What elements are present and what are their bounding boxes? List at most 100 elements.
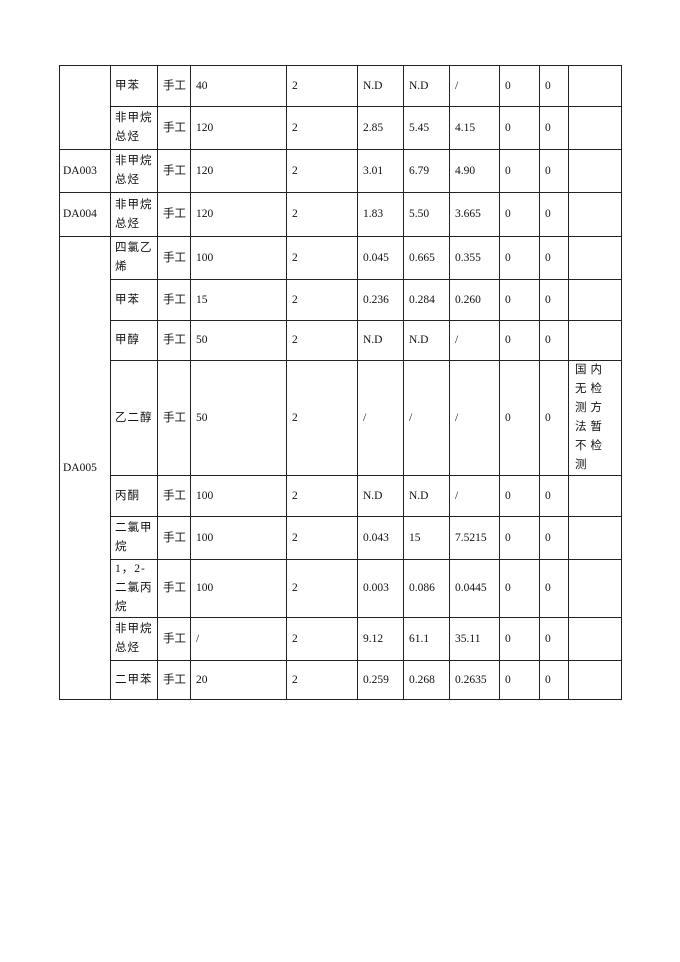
min-value: N.D <box>357 475 404 517</box>
sampling-method: 手工 <box>157 279 191 321</box>
table-row: 二甲苯 手工 20 2 0.259 0.268 0.2635 0 0 <box>60 660 622 700</box>
sampling-method: 手工 <box>157 149 191 193</box>
sample-count: 2 <box>286 516 358 560</box>
avg-value: 0.355 <box>449 236 500 280</box>
remark <box>568 660 622 700</box>
avg-value: 0.2635 <box>449 660 500 700</box>
sampling-method: 手工 <box>157 475 191 517</box>
emission-limit: 50 <box>190 320 287 361</box>
pollutant-name: 非甲烷总烃 <box>110 106 158 150</box>
sampling-method: 手工 <box>157 660 191 700</box>
avg-value: / <box>449 475 500 517</box>
avg-value: 4.15 <box>449 106 500 150</box>
min-value: 0.003 <box>357 559 404 618</box>
exceed-rate: 0 <box>539 516 569 560</box>
remark <box>568 559 622 618</box>
table-row: 乙二醇 手工 50 2///0 0 国内无检测方法暂不检测 <box>60 360 622 476</box>
emission-limit: 120 <box>190 149 287 193</box>
avg-value: / <box>449 320 500 361</box>
exceed-count: 0 <box>499 279 540 321</box>
sampling-method: 手工 <box>157 617 191 661</box>
emission-limit: 120 <box>190 106 287 150</box>
pollutant-name: 甲苯 <box>110 279 158 321</box>
table-row: 甲苯 手工 40 2 N.D N.D/0 0 <box>59 65 622 150</box>
avg-value: 4.90 <box>449 149 500 193</box>
pollutant-name: 非甲烷总烃 <box>110 149 158 193</box>
max-value: N.D <box>403 320 450 361</box>
min-value: 0.259 <box>357 660 404 700</box>
remark <box>568 106 622 150</box>
avg-value: / <box>449 65 500 107</box>
remark <box>568 320 622 361</box>
max-value: 6.79 <box>403 149 450 193</box>
max-value: 5.45 <box>403 106 450 150</box>
pollutant-name: 乙二醇 <box>110 360 158 476</box>
exceed-rate: 0 <box>539 192 569 237</box>
exceed-count: 0 <box>499 65 540 107</box>
exceed-rate: 0 <box>539 149 569 193</box>
pollutant-name: 丙酮 <box>110 475 158 517</box>
remark <box>568 475 622 517</box>
min-value: N.D <box>357 65 404 107</box>
outlet-id: DA003 <box>59 149 111 193</box>
sampling-method: 手工 <box>157 320 191 361</box>
min-value: 9.12 <box>357 617 404 661</box>
max-value: 15 <box>403 516 450 560</box>
table-row: DA003 非甲烷总烃 手工 120 2 3.01 6.79 4.90 0 0 <box>59 149 622 193</box>
sampling-method: 手工 <box>157 65 191 107</box>
remark <box>568 617 622 661</box>
exceed-rate: 0 <box>539 360 569 476</box>
outlet-id: DA004 <box>59 192 111 237</box>
table-row: DA004 非甲烷总烃 手工 120 2 1.83 5.50 3.665 0 0 <box>59 192 622 237</box>
exceed-rate: 0 <box>539 475 569 517</box>
remark <box>568 516 622 560</box>
emission-limit: / <box>190 617 287 661</box>
exceed-count: 0 <box>499 516 540 560</box>
emission-limit: 120 <box>190 192 287 237</box>
emission-limit: 50 <box>190 360 287 476</box>
pollutant-name: 非甲烷总烃 <box>110 617 158 661</box>
min-value: 1.83 <box>357 192 404 237</box>
max-value: 0.665 <box>403 236 450 280</box>
min-value: 2.85 <box>357 106 404 150</box>
emission-limit: 100 <box>190 236 287 280</box>
emission-limit: 100 <box>190 475 287 517</box>
max-value: 0.086 <box>403 559 450 618</box>
exceed-count: 0 <box>499 660 540 700</box>
min-value: 0.045 <box>357 236 404 280</box>
pollutant-name: 二氯甲烷 <box>110 516 158 560</box>
min-value: / <box>357 360 404 476</box>
table-body: 甲苯 手工 40 2 N.D N.D/0 0 非甲烷总烃 手工 120 2 2.85 5.45 4.15 0… <box>59 65 622 700</box>
exceed-count: 0 <box>499 475 540 517</box>
exceed-count: 0 <box>499 559 540 618</box>
min-value: N.D <box>357 320 404 361</box>
sample-count: 2 <box>286 279 358 321</box>
avg-value: 0.260 <box>449 279 500 321</box>
exceed-count: 0 <box>499 106 540 150</box>
emission-limit: 20 <box>190 660 287 700</box>
pollutant-name: 非甲烷总烃 <box>110 192 158 237</box>
avg-value: 35.11 <box>449 617 500 661</box>
avg-value: 0.0445 <box>449 559 500 618</box>
exceed-rate: 0 <box>539 65 569 107</box>
remark: 国内无检测方法暂不检测 <box>568 360 622 476</box>
exceed-count: 0 <box>499 320 540 361</box>
pollutant-name: 甲醇 <box>110 320 158 361</box>
table-row: 1，2-二氯丙烷 手工 100 2 0.003 0.086 0.0445 0 0 <box>60 559 622 618</box>
remark <box>568 236 622 280</box>
sampling-method: 手工 <box>157 106 191 150</box>
table-row: 非甲烷总烃 手工/2 9.12 61.1 35.11 0 0 <box>60 617 622 661</box>
sampling-method: 手工 <box>157 192 191 237</box>
exceed-count: 0 <box>499 617 540 661</box>
sample-count: 2 <box>286 559 358 618</box>
avg-value: / <box>449 360 500 476</box>
avg-value: 3.665 <box>449 192 500 237</box>
emission-limit: 100 <box>190 559 287 618</box>
sample-count: 2 <box>286 236 358 280</box>
sample-count: 2 <box>286 475 358 517</box>
remark <box>568 192 622 237</box>
max-value: / <box>403 360 450 476</box>
table-row: 丙酮 手工 100 2 N.D N.D/0 0 <box>60 475 622 517</box>
pollutant-name: 1，2-二氯丙烷 <box>110 559 158 618</box>
max-value: N.D <box>403 65 450 107</box>
